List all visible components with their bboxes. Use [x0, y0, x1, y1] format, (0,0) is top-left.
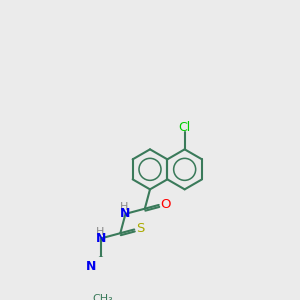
Text: O: O: [160, 198, 170, 211]
Text: Cl: Cl: [178, 121, 191, 134]
Text: H: H: [95, 227, 104, 237]
Text: N: N: [96, 232, 106, 245]
Text: S: S: [136, 223, 145, 236]
Text: H: H: [120, 202, 128, 212]
Text: N: N: [85, 260, 96, 272]
Text: CH₃: CH₃: [92, 294, 113, 300]
Text: N: N: [120, 207, 131, 220]
